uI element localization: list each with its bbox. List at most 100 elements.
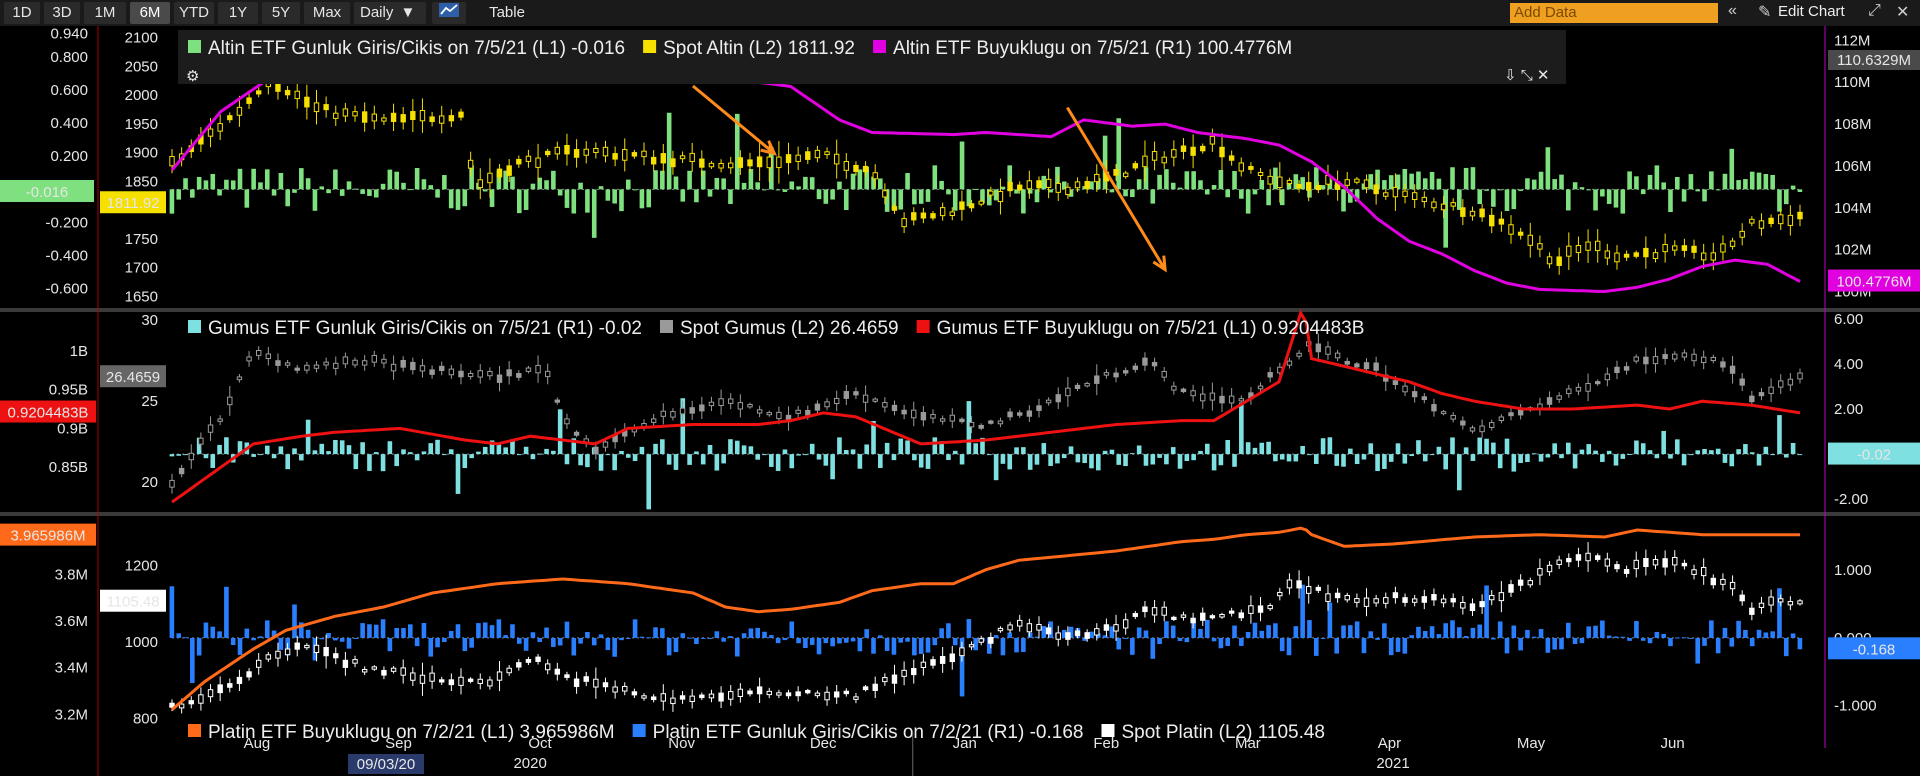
- axis-tick-label: -2.00: [1834, 491, 1868, 508]
- flow-bar: [1402, 637, 1408, 654]
- flow-bar: [1232, 625, 1237, 638]
- candle-body: [1421, 596, 1428, 603]
- close-icon[interactable]: ✕: [1896, 4, 1910, 21]
- frequency-dropdown[interactable]: Daily ▼: [354, 2, 426, 24]
- candle-body: [1113, 372, 1119, 378]
- flow-bar: [585, 189, 590, 213]
- candle-body: [1267, 372, 1273, 378]
- flow-bar: [1375, 169, 1380, 190]
- flow-bar: [462, 637, 468, 652]
- flow-bar: [564, 454, 570, 465]
- pencil-icon: ✎: [1758, 4, 1772, 21]
- flow-bar: [769, 635, 774, 638]
- candle-body: [1286, 579, 1293, 589]
- flow-bar: [489, 625, 495, 638]
- range-max-button[interactable]: Max: [304, 2, 350, 24]
- range-5y-button[interactable]: 5Y: [262, 2, 300, 24]
- month-label: Nov: [668, 735, 695, 752]
- candle-body: [1065, 186, 1071, 196]
- flow-bar: [1640, 189, 1646, 195]
- add-data-input[interactable]: Add Data: [1510, 3, 1718, 23]
- flow-bar: [319, 443, 325, 455]
- flow-bar: [224, 179, 229, 190]
- flow-bar: [1136, 179, 1142, 190]
- flow-bar: [537, 453, 543, 455]
- range-6m-button[interactable]: 6M: [130, 2, 170, 24]
- flow-bar: [551, 450, 556, 455]
- range-1m-button[interactable]: 1M: [84, 2, 126, 24]
- candle-body: [1489, 595, 1495, 601]
- flow-bar: [1007, 632, 1013, 638]
- candle-body: [506, 369, 512, 377]
- flow-bar: [1320, 185, 1326, 190]
- candle-body: [313, 644, 320, 653]
- candle-body: [853, 164, 859, 172]
- axis-tick-label: 2.00: [1834, 401, 1863, 418]
- candle-body: [1074, 181, 1081, 189]
- axis-tick-label: 1650: [125, 288, 158, 305]
- flow-bar: [1150, 637, 1156, 659]
- flow-bar: [932, 637, 938, 646]
- range-1d-button[interactable]: 1D: [4, 2, 40, 24]
- flow-bar: [1743, 629, 1748, 638]
- flow-bar: [694, 189, 699, 203]
- candle-body: [1729, 581, 1736, 590]
- edit-chart-button[interactable]: Edit Chart: [1778, 3, 1845, 20]
- candle-body: [699, 404, 705, 412]
- candle-body: [795, 409, 801, 414]
- axis-tick-label: -0.400: [45, 248, 88, 265]
- flow-bar: [1102, 450, 1108, 455]
- candle-body: [1045, 627, 1052, 635]
- candle-body: [1749, 218, 1755, 224]
- collapse-icon[interactable]: «: [1728, 2, 1737, 19]
- flow-bar: [973, 443, 978, 455]
- flow-bar: [1770, 631, 1775, 638]
- candle-body: [1180, 614, 1187, 618]
- flow-bar: [687, 637, 692, 639]
- flow-bar: [1634, 440, 1639, 455]
- candle-body: [1633, 252, 1639, 257]
- candle-body: [1325, 346, 1331, 355]
- flow-bar: [523, 189, 529, 210]
- axis-tick-label: 1000: [125, 634, 158, 651]
- candle-body: [236, 376, 243, 381]
- candle-body: [882, 402, 888, 408]
- flow-bar: [469, 454, 474, 459]
- range-3d-button[interactable]: 3D: [44, 2, 80, 24]
- candle-body: [381, 117, 387, 122]
- range-1y-button[interactable]: 1Y: [218, 2, 258, 24]
- candle-body: [1778, 380, 1784, 388]
- flow-bar: [666, 112, 672, 190]
- candle-body: [1489, 422, 1495, 428]
- candle-body: [1749, 395, 1755, 403]
- flow-bar: [455, 189, 461, 210]
- flow-bar: [980, 437, 985, 455]
- range-ytd-button[interactable]: YTD: [174, 2, 214, 24]
- flow-bar: [1756, 629, 1762, 638]
- flow-bar: [428, 185, 434, 190]
- flow-bar: [1722, 173, 1728, 190]
- expand-icon[interactable]: ⤢: [1868, 2, 1881, 19]
- candle-body: [1286, 360, 1293, 366]
- candle-body: [246, 671, 252, 678]
- candle-body: [1431, 201, 1437, 209]
- flow-bar: [353, 188, 359, 190]
- flow-bar: [380, 619, 386, 638]
- flow-bar: [823, 637, 829, 644]
- candle-body: [1122, 172, 1129, 178]
- flow-bar: [305, 178, 311, 190]
- flow-bar: [421, 179, 427, 190]
- flow-bar: [1715, 637, 1721, 654]
- candle-body: [1017, 412, 1023, 416]
- flow-bar: [1164, 621, 1169, 638]
- flow-bar: [619, 450, 624, 455]
- flow-bar: [1218, 169, 1224, 190]
- flow-bar: [551, 170, 556, 190]
- axis-tick-label: 104M: [1834, 200, 1872, 217]
- table-button[interactable]: Table: [489, 4, 525, 21]
- chart-type-icon[interactable]: [432, 2, 466, 24]
- flow-bar: [980, 189, 985, 204]
- candle-body: [516, 158, 522, 165]
- candle-body: [997, 190, 1004, 203]
- flow-bar: [1647, 637, 1653, 644]
